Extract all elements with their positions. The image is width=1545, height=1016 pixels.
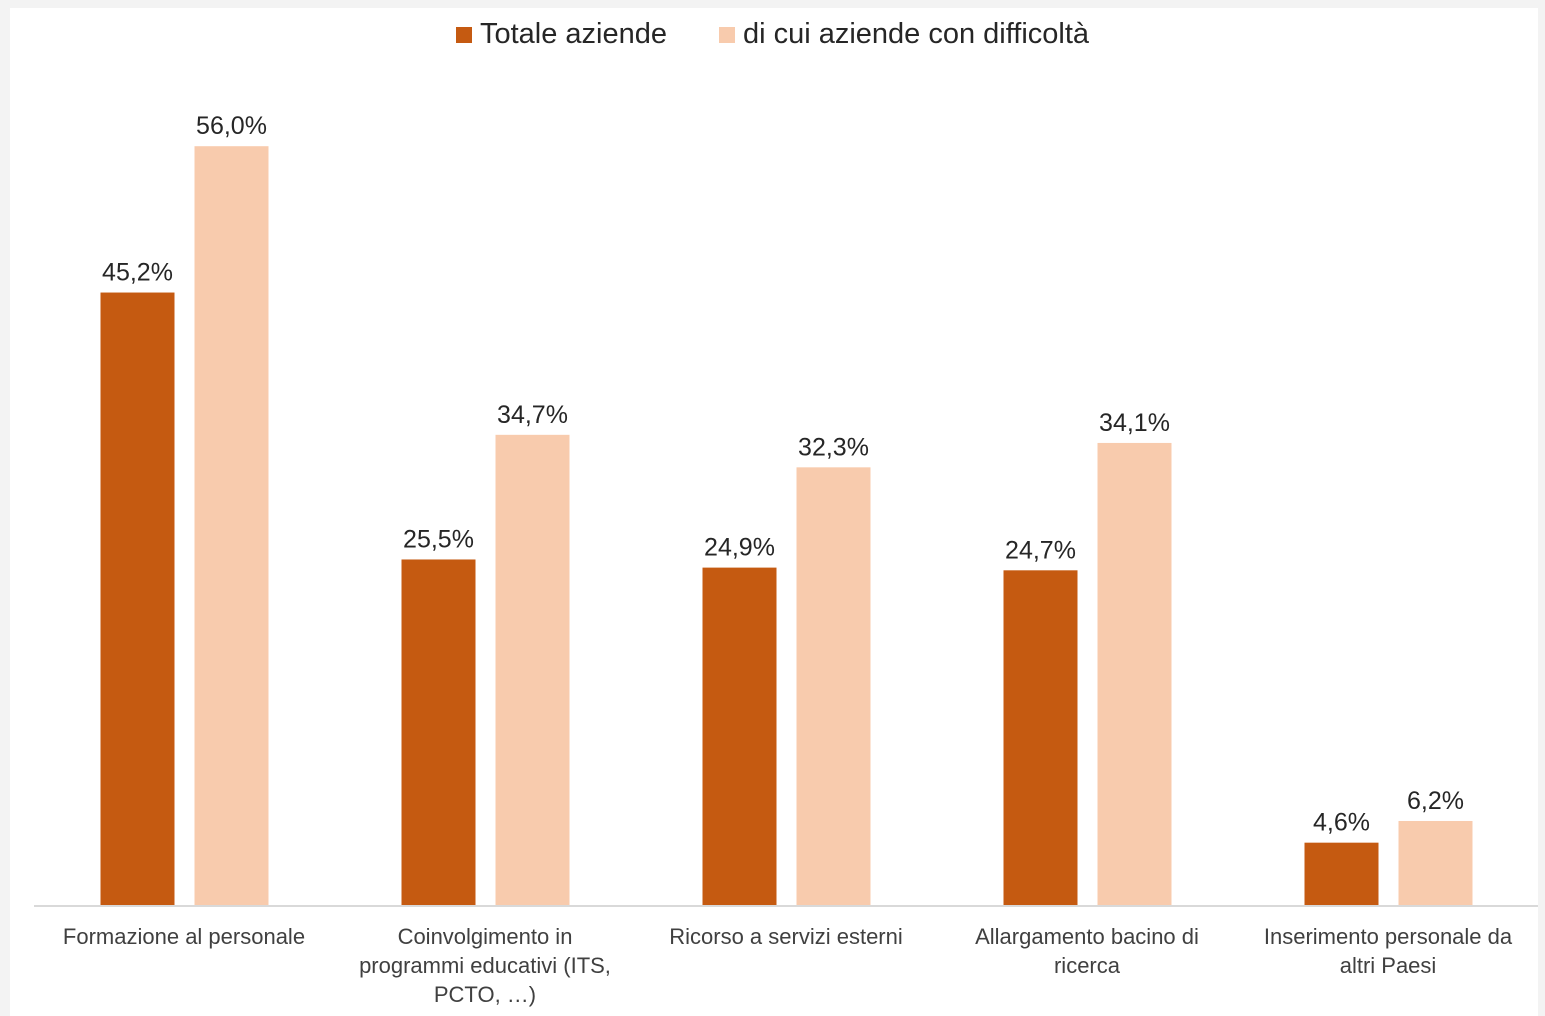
data-label-difficolta-formazione: 56,0% <box>196 112 267 140</box>
data-label-totale-formazione: 45,2% <box>102 259 173 287</box>
bar-totale-formazione <box>100 292 175 905</box>
bar-difficolta-allargamento <box>1097 442 1172 905</box>
legend-item-difficolta: di cui aziende con difficoltà <box>718 18 1090 51</box>
category-label-formazione: Formazione al personale <box>62 924 306 949</box>
data-label-difficolta-inserimento: 6,2% <box>1407 787 1464 815</box>
data-label-totale-ricorso: 24,9% <box>704 534 775 562</box>
bar-totale-ricorso <box>702 567 777 905</box>
bar-totale-inserimento <box>1304 842 1379 905</box>
data-label-difficolta-ricorso: 32,3% <box>798 433 869 461</box>
bar-difficolta-formazione <box>194 146 269 905</box>
data-label-totale-coinvolgimento: 25,5% <box>403 525 474 553</box>
data-label-totale-inserimento: 4,6% <box>1313 809 1370 837</box>
category-label-allargamento: Allargamento bacino di ricerca <box>975 924 1199 978</box>
legend-swatch-difficolta <box>718 26 735 43</box>
bar-difficolta-coinvolgimento <box>495 434 570 905</box>
legend-label-difficolta: di cui aziende con difficoltà <box>742 18 1090 50</box>
bar-totale-allargamento <box>1003 570 1078 905</box>
bar-totale-coinvolgimento <box>401 559 476 905</box>
category-label-inserimento: Inserimento personale da altri Paesi <box>1263 924 1513 978</box>
bar-difficolta-inserimento <box>1398 820 1473 905</box>
category-label-coinvolgimento: Coinvolgimento in programmi educativi (I… <box>359 924 611 1007</box>
category-label-ricorso: Ricorso a servizi esterni <box>669 924 903 949</box>
bar-difficolta-ricorso <box>796 467 871 905</box>
legend: Totale aziende di cui aziende con diffic… <box>0 18 1545 51</box>
data-label-difficolta-allargamento: 34,1% <box>1099 409 1170 437</box>
legend-item-totale: Totale aziende <box>455 18 667 51</box>
data-label-difficolta-coinvolgimento: 34,7% <box>497 401 568 429</box>
legend-label-totale: Totale aziende <box>479 18 667 50</box>
legend-swatch-totale <box>455 26 472 43</box>
data-label-totale-allargamento: 24,7% <box>1005 536 1076 564</box>
